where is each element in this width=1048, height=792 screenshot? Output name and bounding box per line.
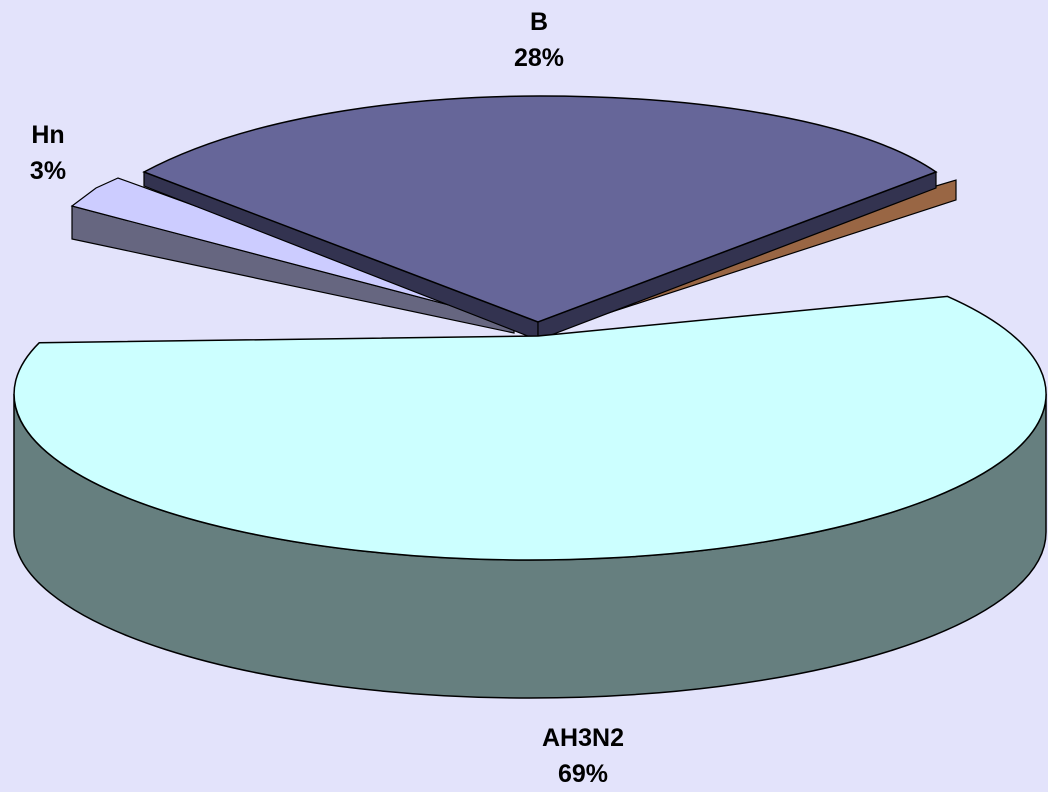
slice-label-b-name: B — [529, 8, 549, 36]
slice-label-b-value: 28% — [513, 44, 565, 72]
slice-label-hn: Hn 3% — [0, 117, 96, 189]
slice-label-ah3n2-name: AH3N2 — [542, 724, 624, 752]
slice-b — [142, 95, 938, 323]
slice-label-hn-value: 3% — [29, 157, 67, 185]
slice-label-ah3n2-value: 69% — [557, 760, 609, 788]
slice-label-hn-name: Hn — [31, 121, 65, 149]
slice-label-ah3n2: AH3N2 69% — [508, 720, 658, 792]
slice-label-b: B 28% — [479, 4, 599, 76]
slice-ah3n2 — [13, 295, 1047, 561]
